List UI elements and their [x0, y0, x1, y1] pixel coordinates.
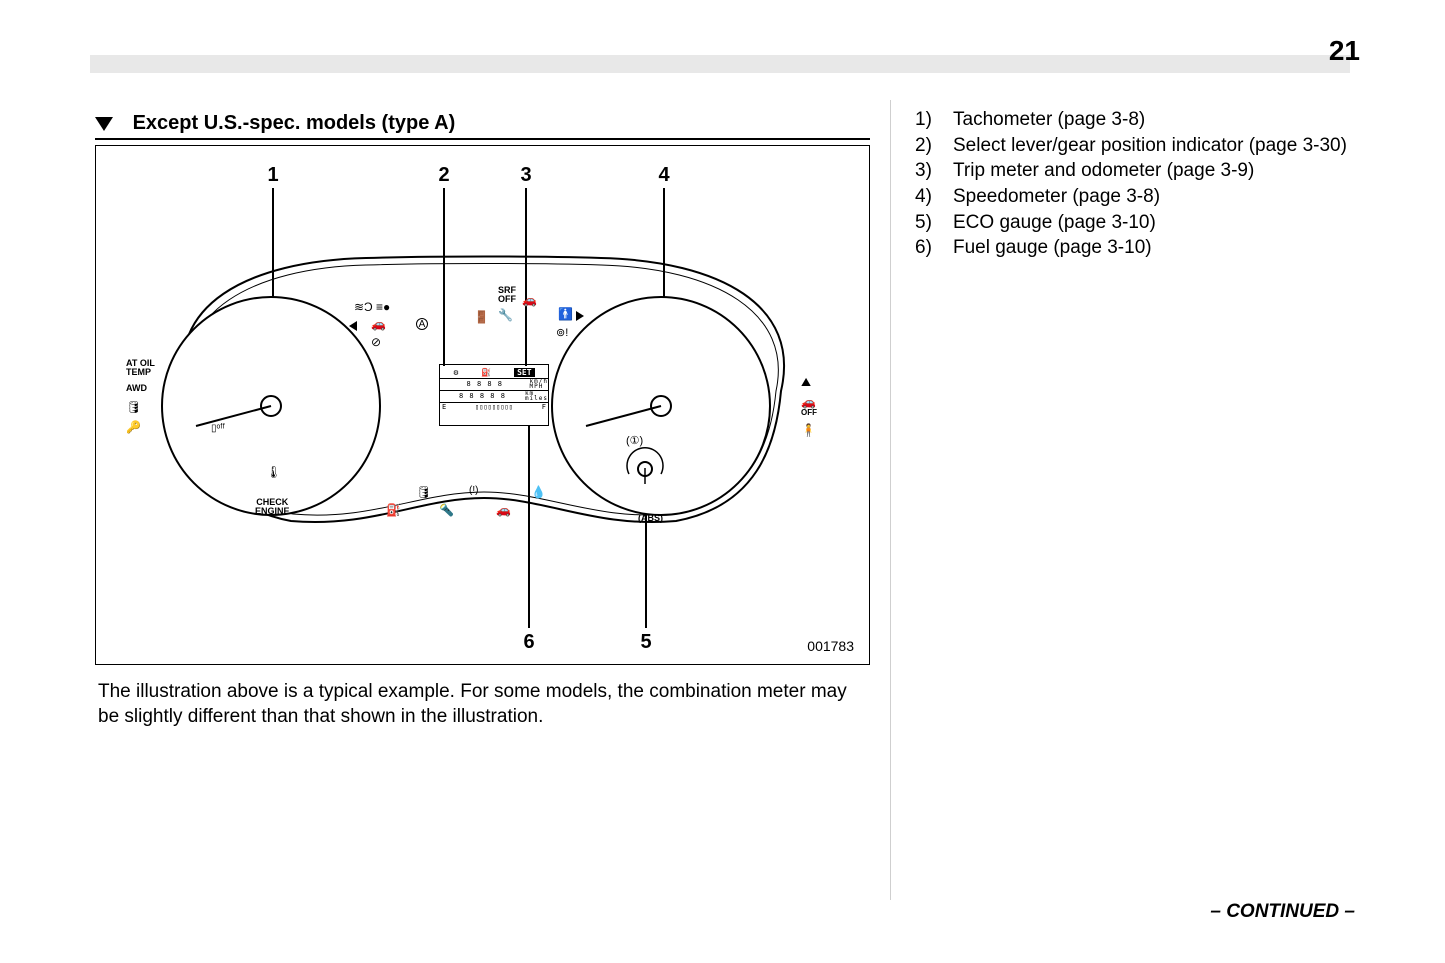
column-divider: [890, 100, 891, 900]
figure-box: 1 2 3 4 5 6 ⚙⛽SET 8 8 8 8 km/hMP: [95, 145, 870, 665]
seatbelt-icon: 🚹: [558, 308, 573, 320]
abs-label: (ABS): [638, 514, 663, 523]
fog-light-icon: ≋Ɔ: [354, 301, 373, 313]
triangle-down-icon: [95, 117, 113, 131]
section-title: Except U.S.-spec. models (type A): [95, 112, 455, 135]
center-lcd: ⚙⛽SET 8 8 8 8 km/hMPH 8 8 8 8 8 kmmiles …: [439, 364, 549, 426]
battery-icon: ▯ᵒᶠᶠ: [211, 424, 225, 434]
eco-gauge: [621, 444, 669, 492]
callout-1: 1: [263, 164, 283, 187]
oil-pressure-icon: 🛢: [416, 486, 431, 498]
continued-label: – CONTINUED –: [1210, 901, 1355, 923]
section-underline: [95, 138, 870, 140]
hill-descent-icon: ⛰: [801, 376, 811, 388]
cruise-cancel-icon: ⊘: [371, 336, 381, 348]
turn-left-icon: [349, 321, 357, 333]
legend-text: ECO gauge (page 3-10): [953, 211, 1355, 236]
vehicle-warning-icon: 🚗: [496, 504, 511, 516]
airbag-icon: 🧍: [801, 424, 816, 436]
figure-caption: The illustration above is a typical exam…: [98, 680, 868, 729]
figure-id: 001783: [807, 638, 854, 654]
legend-text: Speedometer (page 3-8): [953, 185, 1355, 210]
legend-num: 1): [915, 108, 953, 133]
header-rule: [90, 55, 1350, 73]
windshield-icon: 🚗: [522, 294, 537, 306]
tpms-icon: (!): [469, 486, 478, 496]
a-circle-icon: A: [416, 318, 428, 330]
fuel-pump-icon: ⛽: [386, 504, 401, 516]
check-engine-label: CHECK ENGINE: [255, 498, 290, 517]
legend-text: Tachometer (page 3-8): [953, 108, 1355, 133]
legend-list: 1) Tachometer (page 3-8) 2) Select lever…: [915, 108, 1355, 262]
steering-warning-icon: ⊚!: [556, 328, 568, 339]
legend-text: Trip meter and odometer (page 3-9): [953, 159, 1355, 184]
door-open-icon: 🚪: [474, 311, 489, 323]
stability-icon: 🚗: [801, 396, 816, 408]
callout-2: 2: [434, 164, 454, 187]
washer-fluid-icon: 💧: [531, 486, 546, 498]
awd-label: AWD: [126, 384, 147, 393]
coolant-temp-icon: 🌡: [266, 466, 281, 478]
legend-num: 5): [915, 211, 953, 236]
callout-4: 4: [654, 164, 674, 187]
legend-item: 5) ECO gauge (page 3-10): [915, 211, 1355, 236]
stability-off-label: OFF: [801, 409, 817, 417]
turn-right-icon: [576, 311, 584, 323]
legend-num: 6): [915, 236, 953, 261]
legend-num: 4): [915, 185, 953, 210]
page-number: 21: [1329, 35, 1360, 67]
callout-3: 3: [516, 164, 536, 187]
legend-text: Select lever/gear position indicator (pa…: [953, 134, 1355, 159]
legend-item: 4) Speedometer (page 3-8): [915, 185, 1355, 210]
legend-item: 3) Trip meter and odometer (page 3-9): [915, 159, 1355, 184]
engine-icon: 🔧: [498, 309, 513, 321]
legend-text: Fuel gauge (page 3-10): [953, 236, 1355, 261]
legend-num: 3): [915, 159, 953, 184]
tachometer-needle: [161, 296, 381, 516]
oil-can-icon: 🛢: [126, 401, 141, 413]
legend-num: 2): [915, 134, 953, 159]
legend-item: 2) Select lever/gear position indicator …: [915, 134, 1355, 159]
legend-item: 1) Tachometer (page 3-8): [915, 108, 1355, 133]
key-icon: 🔑: [126, 421, 141, 433]
section-title-text: Except U.S.-spec. models (type A): [133, 112, 456, 134]
traction-off-icon: 🚗: [371, 318, 386, 330]
high-beam-icon: ≡●: [376, 301, 390, 313]
callout-6: 6: [519, 631, 539, 654]
legend-item: 6) Fuel gauge (page 3-10): [915, 236, 1355, 261]
srf-off-label: SRF OFF: [498, 286, 516, 305]
headlight-icon: 🔦: [439, 504, 454, 516]
at-oil-temp-label: AT OIL TEMP: [126, 359, 155, 378]
callout-5: 5: [636, 631, 656, 654]
brake-warning-icon: (①): [626, 436, 643, 447]
